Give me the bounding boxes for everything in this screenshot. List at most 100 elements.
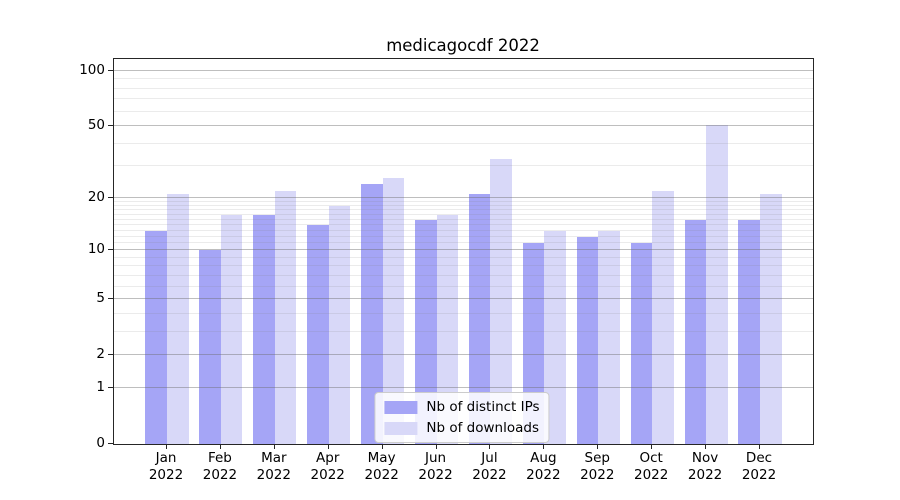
minor-gridline-19: [114, 200, 813, 202]
xtick-mark-mar: [273, 444, 275, 449]
major-gridline-50: [114, 125, 813, 127]
minor-gridline-3: [114, 330, 813, 332]
major-gridline-100: [114, 69, 813, 71]
ytick-label-0: 0: [96, 435, 105, 451]
ytick-mark-2: [108, 354, 113, 356]
xtick-label-apr: Apr 2022: [310, 450, 345, 483]
minor-gridline-4: [114, 312, 813, 314]
major-gridline-5: [114, 298, 813, 300]
xtick-label-feb: Feb 2022: [202, 450, 238, 483]
legend-swatch-distinct-ips: [384, 400, 418, 414]
xtick-label-oct: Oct 2022: [633, 450, 669, 483]
xtick-mark-nov: [705, 444, 707, 449]
xtick-label-dec: Dec 2022: [741, 450, 777, 483]
xtick-mark-jun: [435, 444, 437, 449]
minor-gridline-6: [114, 285, 813, 287]
major-gridline-10: [114, 249, 813, 251]
xtick-mark-oct: [651, 444, 653, 449]
xtick-mark-jan: [166, 444, 167, 449]
xtick-mark-sep: [597, 444, 599, 449]
minor-gridline-13: [114, 229, 813, 231]
bar-distinct-ips-oct: [630, 243, 653, 444]
ytick-label-2: 2: [96, 346, 105, 363]
xtick-label-may: May 2022: [364, 450, 399, 483]
bar-downloads-oct: [652, 190, 674, 444]
bar-downloads-nov: [706, 124, 728, 444]
xtick-mark-feb: [219, 444, 221, 449]
xtick-label-aug: Aug 2022: [526, 450, 561, 483]
bar-distinct-ips-may: [361, 183, 383, 444]
minor-gridline-18: [114, 204, 813, 206]
ytick-label-1: 1: [96, 378, 105, 395]
bar-downloads-may: [382, 177, 405, 444]
bar-distinct-ips-jun: [414, 219, 437, 444]
bar-downloads-jan: [167, 194, 189, 444]
ytick-mark-0: [108, 443, 113, 444]
legend-item-downloads: Nb of downloads: [384, 420, 539, 436]
bar-downloads-sep: [598, 230, 620, 444]
legend-item-distinct-ips: Nb of distinct IPs: [384, 399, 540, 415]
minor-gridline-90: [114, 78, 813, 80]
ytick-mark-1: [108, 386, 113, 388]
minor-gridline-15: [114, 218, 813, 220]
bar-downloads-apr: [328, 205, 351, 444]
bar-downloads-feb: [220, 214, 243, 444]
xtick-label-jan: Jan 2022: [148, 450, 184, 483]
xtick-mark-jul: [489, 444, 491, 449]
bar-distinct-ips-mar: [253, 214, 275, 444]
xtick-mark-may: [381, 444, 383, 449]
major-gridline-2: [114, 354, 813, 356]
ytick-mark-20: [108, 196, 113, 198]
bar-distinct-ips-jul: [468, 194, 491, 444]
legend-label-downloads: Nb of downloads: [426, 420, 539, 436]
bar-downloads-jul: [490, 158, 513, 444]
chart-title: medicagocdf 2022: [386, 36, 540, 55]
minor-gridline-40: [114, 142, 813, 144]
ytick-mark-100: [108, 69, 113, 71]
minor-gridline-8: [114, 265, 813, 267]
plot-area: [113, 58, 814, 445]
bar-downloads-dec: [760, 194, 782, 444]
minor-gridline-17: [114, 209, 813, 211]
ytick-label-20: 20: [87, 188, 105, 205]
xtick-label-jul: Jul 2022: [472, 450, 507, 483]
major-gridline-20: [114, 196, 813, 198]
minor-gridline-60: [114, 110, 813, 112]
bar-downloads-jun: [436, 214, 459, 444]
ytick-mark-50: [108, 125, 113, 127]
xtick-mark-aug: [543, 444, 545, 449]
legend-label-distinct-ips: Nb of distinct IPs: [426, 399, 540, 415]
minor-gridline-7: [114, 274, 813, 276]
minor-gridline-70: [114, 98, 813, 100]
minor-gridline-30: [114, 165, 813, 167]
minor-gridline-12: [114, 235, 813, 237]
bar-distinct-ips-dec: [738, 219, 760, 444]
ytick-label-50: 50: [87, 117, 105, 134]
xtick-label-jun: Jun 2022: [418, 450, 453, 483]
bar-distinct-ips-apr: [307, 225, 329, 444]
xtick-label-mar: Mar 2022: [256, 450, 291, 483]
xtick-label-nov: Nov 2022: [687, 450, 723, 483]
minor-gridline-80: [114, 87, 813, 89]
legend-swatch-downloads: [384, 421, 418, 435]
ytick-label-5: 5: [96, 290, 105, 307]
bar-distinct-ips-sep: [576, 236, 599, 444]
minor-gridline-16: [114, 213, 813, 215]
ytick-label-100: 100: [79, 61, 105, 78]
ytick-label-10: 10: [87, 241, 105, 258]
minor-gridline-11: [114, 242, 813, 244]
xtick-label-sep: Sep 2022: [580, 450, 615, 483]
legend: Nb of distinct IPs Nb of downloads: [374, 392, 550, 443]
bar-distinct-ips-jan: [145, 230, 167, 444]
minor-gridline-14: [114, 224, 813, 226]
ytick-mark-5: [108, 298, 113, 300]
bar-distinct-ips-feb: [199, 250, 221, 444]
xtick-mark-dec: [759, 444, 760, 449]
major-gridline-1: [114, 386, 813, 388]
bar-downloads-mar: [274, 190, 297, 444]
ytick-mark-10: [108, 249, 113, 251]
xtick-mark-apr: [327, 444, 329, 449]
bar-downloads-aug: [544, 230, 566, 444]
bar-distinct-ips-nov: [684, 219, 707, 444]
